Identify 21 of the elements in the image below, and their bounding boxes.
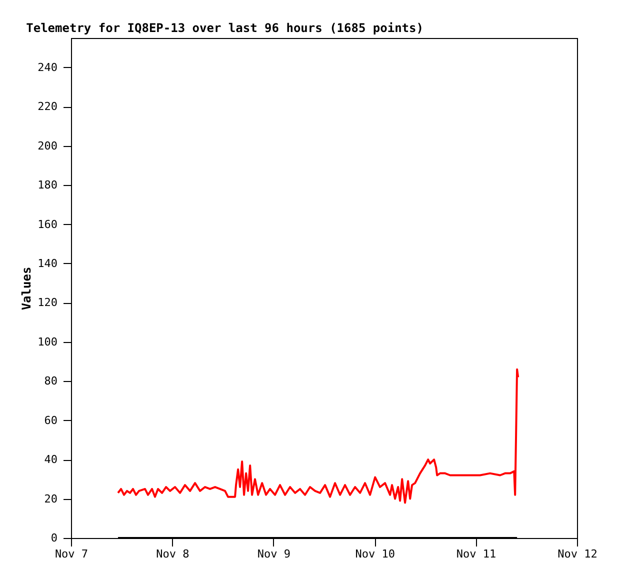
y-tick-label: 140 bbox=[38, 256, 58, 270]
y-tick-label: 20 bbox=[44, 492, 58, 506]
chart-title: Telemetry for IQ8EP-13 over last 96 hours (1685 points) bbox=[26, 21, 424, 35]
y-tick-label: 60 bbox=[44, 414, 58, 427]
y-tick-label: 100 bbox=[38, 335, 58, 348]
y-tick-label: 180 bbox=[38, 178, 58, 192]
x-tick-label: Nov 9 bbox=[257, 548, 290, 560]
y-tick-label: 40 bbox=[44, 453, 58, 466]
x-tick-label: Nov 11 bbox=[456, 548, 496, 560]
x-tick-label: Nov 8 bbox=[156, 548, 190, 560]
y-axis-title: Values bbox=[20, 266, 34, 310]
y-tick-label: 80 bbox=[44, 374, 58, 388]
y-tick-label: 200 bbox=[38, 139, 58, 152]
x-tick-label: Nov 12 bbox=[558, 548, 598, 560]
y-tick-label: 160 bbox=[38, 218, 58, 231]
y-tick-label: 0 bbox=[50, 532, 58, 544]
y-tick-label: 240 bbox=[38, 60, 58, 74]
x-tick-label: Nov 10 bbox=[355, 548, 395, 560]
y-tick-label: 220 bbox=[38, 100, 58, 114]
y-tick-label: 120 bbox=[38, 296, 58, 310]
x-tick-label: Nov 7 bbox=[54, 548, 88, 560]
